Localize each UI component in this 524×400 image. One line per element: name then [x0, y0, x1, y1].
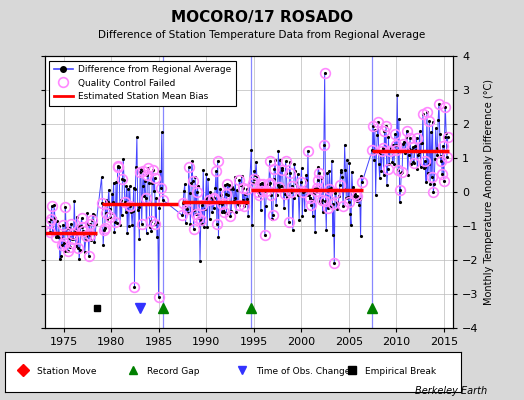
Legend: Difference from Regional Average, Quality Control Failed, Estimated Station Mean: Difference from Regional Average, Qualit… — [49, 60, 236, 106]
Text: Berkeley Earth: Berkeley Earth — [415, 386, 487, 396]
Y-axis label: Monthly Temperature Anomaly Difference (°C): Monthly Temperature Anomaly Difference (… — [484, 79, 494, 305]
Text: Difference of Station Temperature Data from Regional Average: Difference of Station Temperature Data f… — [99, 30, 425, 40]
Text: Record Gap: Record Gap — [147, 368, 199, 376]
Text: Empirical Break: Empirical Break — [365, 368, 436, 376]
Text: Station Move: Station Move — [37, 368, 96, 376]
Text: MOCORO/17 ROSADO: MOCORO/17 ROSADO — [171, 10, 353, 25]
Text: Time of Obs. Change: Time of Obs. Change — [256, 368, 351, 376]
